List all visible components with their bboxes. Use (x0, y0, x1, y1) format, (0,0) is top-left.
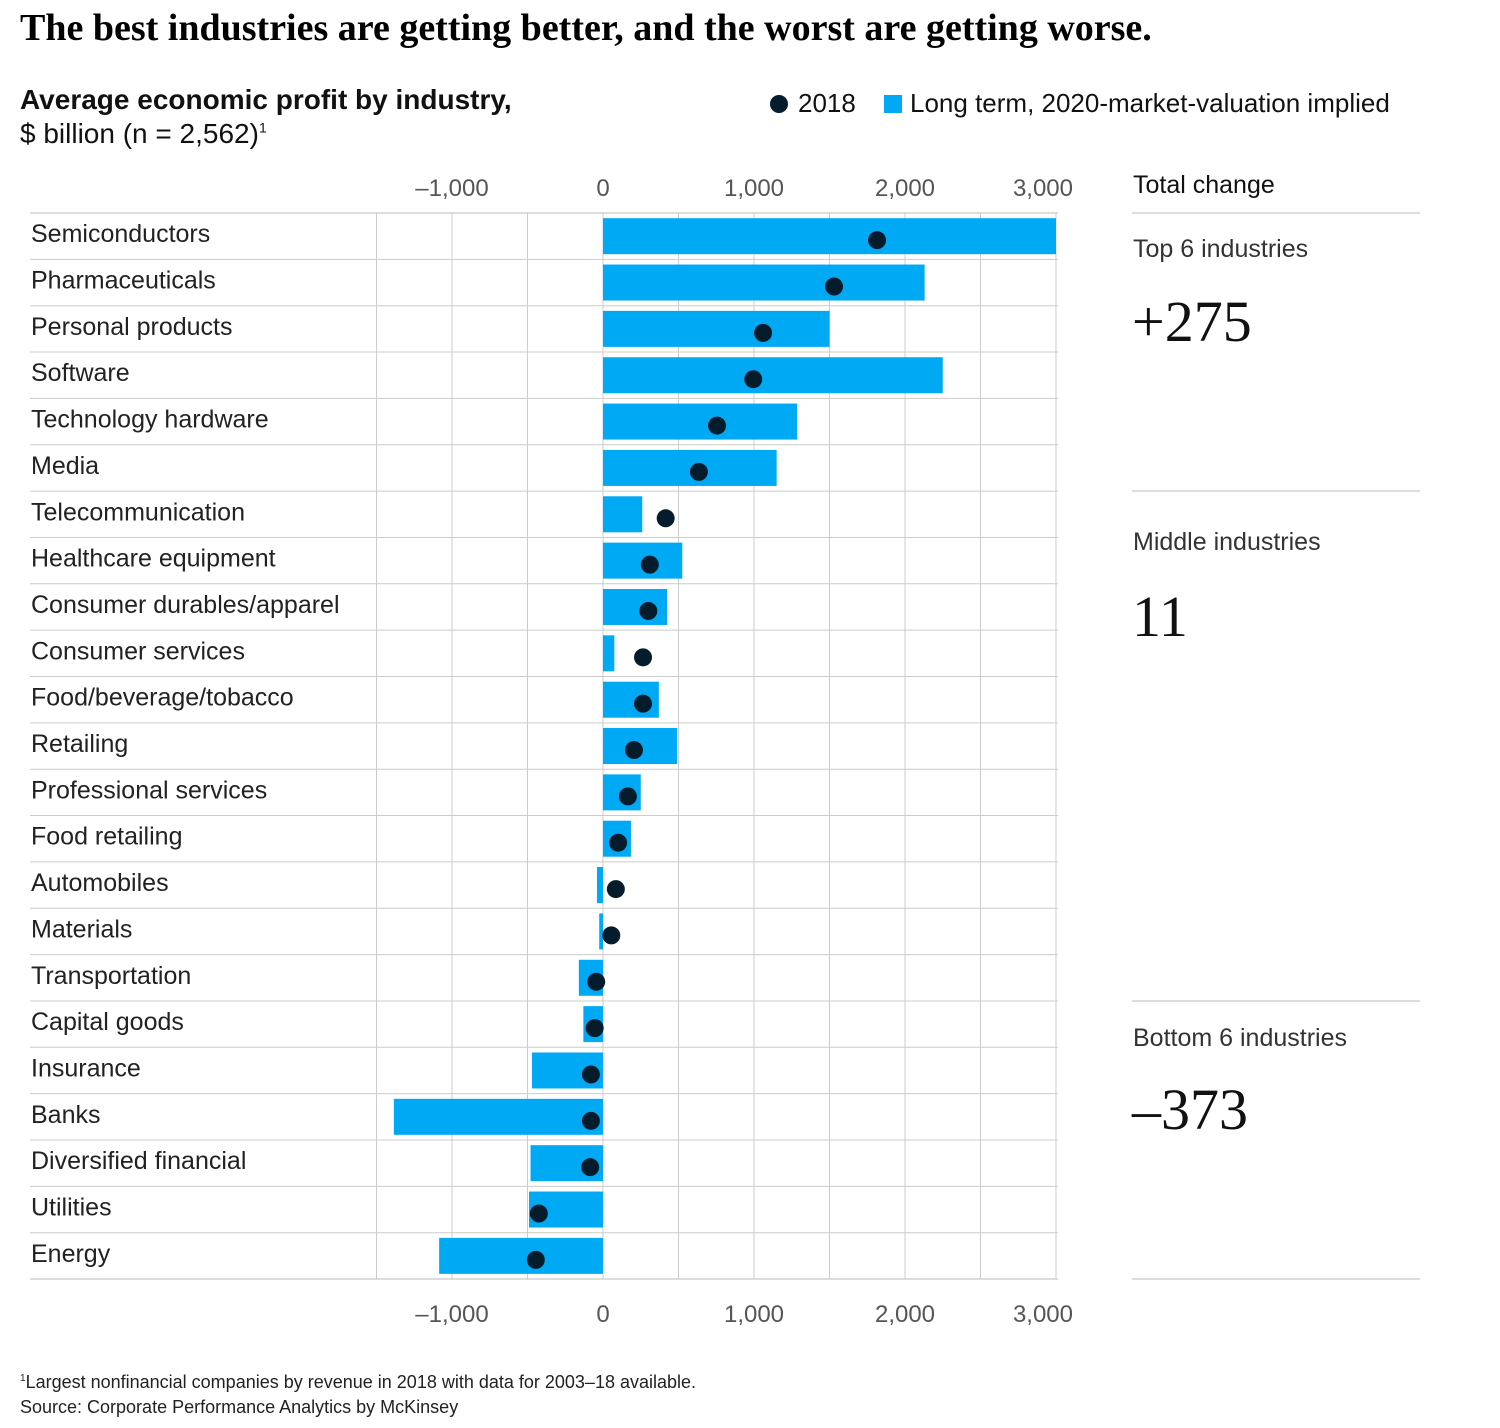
dot-2018 (656, 509, 675, 528)
category-label: Healthcare equipment (31, 545, 276, 573)
dot-2018 (602, 926, 621, 945)
category-label: Technology hardware (31, 406, 269, 434)
category-label: Insurance (31, 1054, 141, 1082)
category-label: Consumer durables/apparel (31, 591, 340, 619)
tick-label: 1,000 (724, 175, 784, 202)
dot-2018 (708, 416, 727, 435)
bar (603, 357, 943, 394)
dot-2018 (581, 1065, 600, 1084)
footnote-line: 1Largest nonfinancial companies by reven… (20, 1366, 696, 1395)
bar (393, 1098, 603, 1135)
category-label: Professional services (31, 776, 267, 804)
legend-item-2018: 2018 (770, 88, 856, 119)
legend-item-long-term: Long term, 2020-market-valuation implied (884, 88, 1390, 119)
tick-label: –1,000 (415, 175, 488, 202)
group-label-top: Top 6 industries (1133, 235, 1309, 263)
tick-label: 2,000 (875, 175, 935, 202)
footnote: 1Largest nonfinancial companies by reven… (20, 1366, 696, 1420)
dot-2018 (689, 462, 708, 481)
dot-2018 (526, 1250, 545, 1269)
legend-label: Long term, 2020-market-valuation implied (910, 88, 1390, 118)
group-label-bottom: Bottom 6 industries (1133, 1024, 1347, 1052)
footnote-text: Largest nonfinancial companies by revenu… (25, 1372, 697, 1392)
bar (599, 913, 603, 950)
category-label: Banks (31, 1101, 100, 1129)
tick-label: 2,000 (875, 1301, 935, 1328)
bar (603, 218, 1056, 255)
bar (603, 403, 798, 440)
bar (603, 496, 643, 533)
dot-2018 (581, 1111, 600, 1130)
total-change-header: Total change (1133, 171, 1275, 199)
dot-2018 (609, 833, 628, 852)
dot-2018 (587, 972, 606, 991)
tick-label: 0 (596, 1301, 609, 1328)
dot-2018 (639, 601, 658, 620)
bar (603, 635, 615, 672)
dot-2018 (618, 787, 637, 806)
chart-subtitle: Average economic profit by industry, (20, 84, 512, 115)
tick-label: 3,000 (1013, 175, 1073, 202)
bar-marker-icon (884, 94, 902, 113)
source-text: Source: Corporate Performance Analytics … (20, 1397, 459, 1417)
dot-2018 (825, 277, 844, 296)
category-label: Consumer services (31, 637, 245, 665)
footnote-mark: 1 (258, 119, 267, 136)
category-label: Personal products (31, 313, 233, 341)
group-value-top: +275 (1132, 289, 1252, 354)
category-label: Materials (31, 915, 132, 943)
dot-2018 (744, 370, 763, 389)
dot-marker-icon (770, 94, 788, 113)
category-label: Capital goods (31, 1008, 184, 1036)
category-label: Energy (31, 1240, 111, 1268)
dot-2018 (529, 1204, 548, 1223)
category-label: Semiconductors (31, 220, 210, 248)
bar (603, 310, 830, 347)
footnote-mark: 1 (20, 1373, 26, 1384)
bar (603, 588, 668, 625)
legend-label: 2018 (798, 88, 856, 118)
category-label: Food retailing (31, 823, 182, 851)
bar (596, 867, 603, 904)
category-label: Utilities (31, 1194, 112, 1222)
dot-2018 (640, 555, 659, 574)
dot-2018 (754, 323, 773, 342)
dot-2018 (606, 880, 625, 899)
dot-2018 (624, 741, 643, 760)
category-label: Diversified financial (31, 1147, 246, 1175)
category-label: Media (31, 452, 99, 480)
chart-title: The best industries are getting better, … (20, 7, 1152, 49)
dot-2018 (634, 648, 653, 667)
category-label: Retailing (31, 730, 128, 758)
units-label: $ billion (n = 2,562)1 (20, 118, 267, 150)
tick-label: –1,000 (415, 1301, 488, 1328)
tick-label: 0 (596, 175, 609, 202)
category-label: Transportation (31, 962, 191, 990)
group-value-bottom: –373 (1132, 1077, 1248, 1142)
units-text: $ billion (n = 2,562) (20, 118, 259, 149)
group-value-middle: 11 (1132, 584, 1188, 649)
tick-label: 1,000 (724, 1301, 784, 1328)
tick-label: 3,000 (1013, 1301, 1073, 1328)
bar (603, 449, 777, 486)
dot-2018 (634, 694, 653, 713)
category-label: Automobiles (31, 869, 169, 897)
group-label-middle: Middle industries (1133, 528, 1321, 556)
bar (439, 1237, 603, 1274)
category-label: Food/beverage/tobacco (31, 684, 294, 712)
category-label: Software (31, 359, 130, 387)
dot-2018 (585, 1019, 604, 1038)
bar (603, 264, 925, 301)
category-label: Telecommunication (31, 498, 245, 526)
dot-2018 (581, 1158, 600, 1177)
dot-2018 (868, 231, 887, 250)
category-label: Pharmaceuticals (31, 267, 216, 295)
